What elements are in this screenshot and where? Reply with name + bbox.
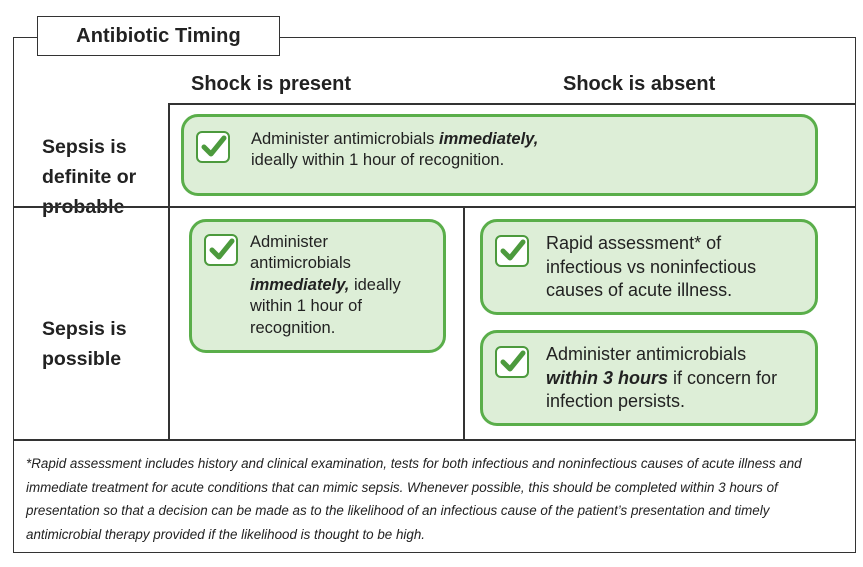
card-rapid-assessment-text: Rapid assessment* of infectious vs nonin…: [546, 232, 756, 303]
card-text-line: Administer: [250, 233, 328, 251]
row-header-definite: Sepsis is definite or probable: [42, 132, 136, 222]
diagram-frame: [13, 37, 856, 553]
column-header-shock-present: Shock is present: [191, 73, 352, 95]
card-emphasis: immediately,: [438, 130, 539, 148]
card-text-line: ideally within 1 hour of recognition.: [251, 151, 505, 169]
card-within-3-hours: Administer antimicrobials within 3 hours…: [480, 330, 818, 426]
card-emphasis: immediately,: [250, 275, 350, 294]
grid-line-bottom: [13, 439, 856, 441]
card-possible-shock-text: Administer antimicrobials immediately, i…: [250, 232, 401, 339]
card-text-line: causes of acute illness.: [546, 280, 733, 300]
card-definite-text: Administer antimicrobials immediately, i…: [251, 129, 538, 171]
row-header-line: Sepsis is: [42, 136, 127, 158]
row-header-line: possible: [42, 348, 122, 370]
check-icon: [495, 346, 529, 378]
row-header-possible: Sepsis is possible: [42, 314, 127, 374]
card-within-3-hours-text: Administer antimicrobials within 3 hours…: [546, 343, 777, 414]
grid-line-middle: [13, 206, 856, 208]
card-possible-shock: Administer antimicrobials immediately, i…: [189, 219, 446, 353]
card-rapid-assessment: Rapid assessment* of infectious vs nonin…: [480, 219, 818, 315]
footnote: *Rapid assessment includes history and c…: [26, 456, 802, 542]
card-text-line: recognition.: [250, 318, 336, 337]
grid-line-divider: [463, 206, 465, 440]
card-text-part: Administer antimicrobials: [251, 130, 439, 148]
card-text-line: Administer antimicrobials: [546, 344, 747, 364]
card-definite: Administer antimicrobials immediately, i…: [181, 114, 818, 196]
check-icon: [204, 234, 238, 266]
card-text-part: ideally: [349, 275, 401, 294]
check-icon: [196, 131, 230, 163]
column-header-shock-absent: Shock is absent: [563, 73, 716, 95]
row-header-line: Sepsis is: [42, 318, 127, 340]
card-text-line: infection persists.: [546, 391, 686, 411]
card-text-part: if concern for: [668, 367, 778, 388]
diagram-title: Antibiotic Timing: [37, 16, 280, 56]
card-emphasis: within 3 hours: [546, 367, 669, 388]
grid-line-left: [168, 103, 170, 440]
check-icon: [495, 235, 529, 267]
row-header-line: definite or: [42, 166, 137, 188]
card-text-line: within 1 hour of: [250, 297, 362, 316]
grid-line-top: [168, 103, 856, 105]
card-text-line: antimicrobials: [250, 254, 351, 273]
card-text-line: Rapid assessment* of: [546, 233, 722, 253]
card-text-line: infectious vs noninfectious: [546, 256, 757, 277]
